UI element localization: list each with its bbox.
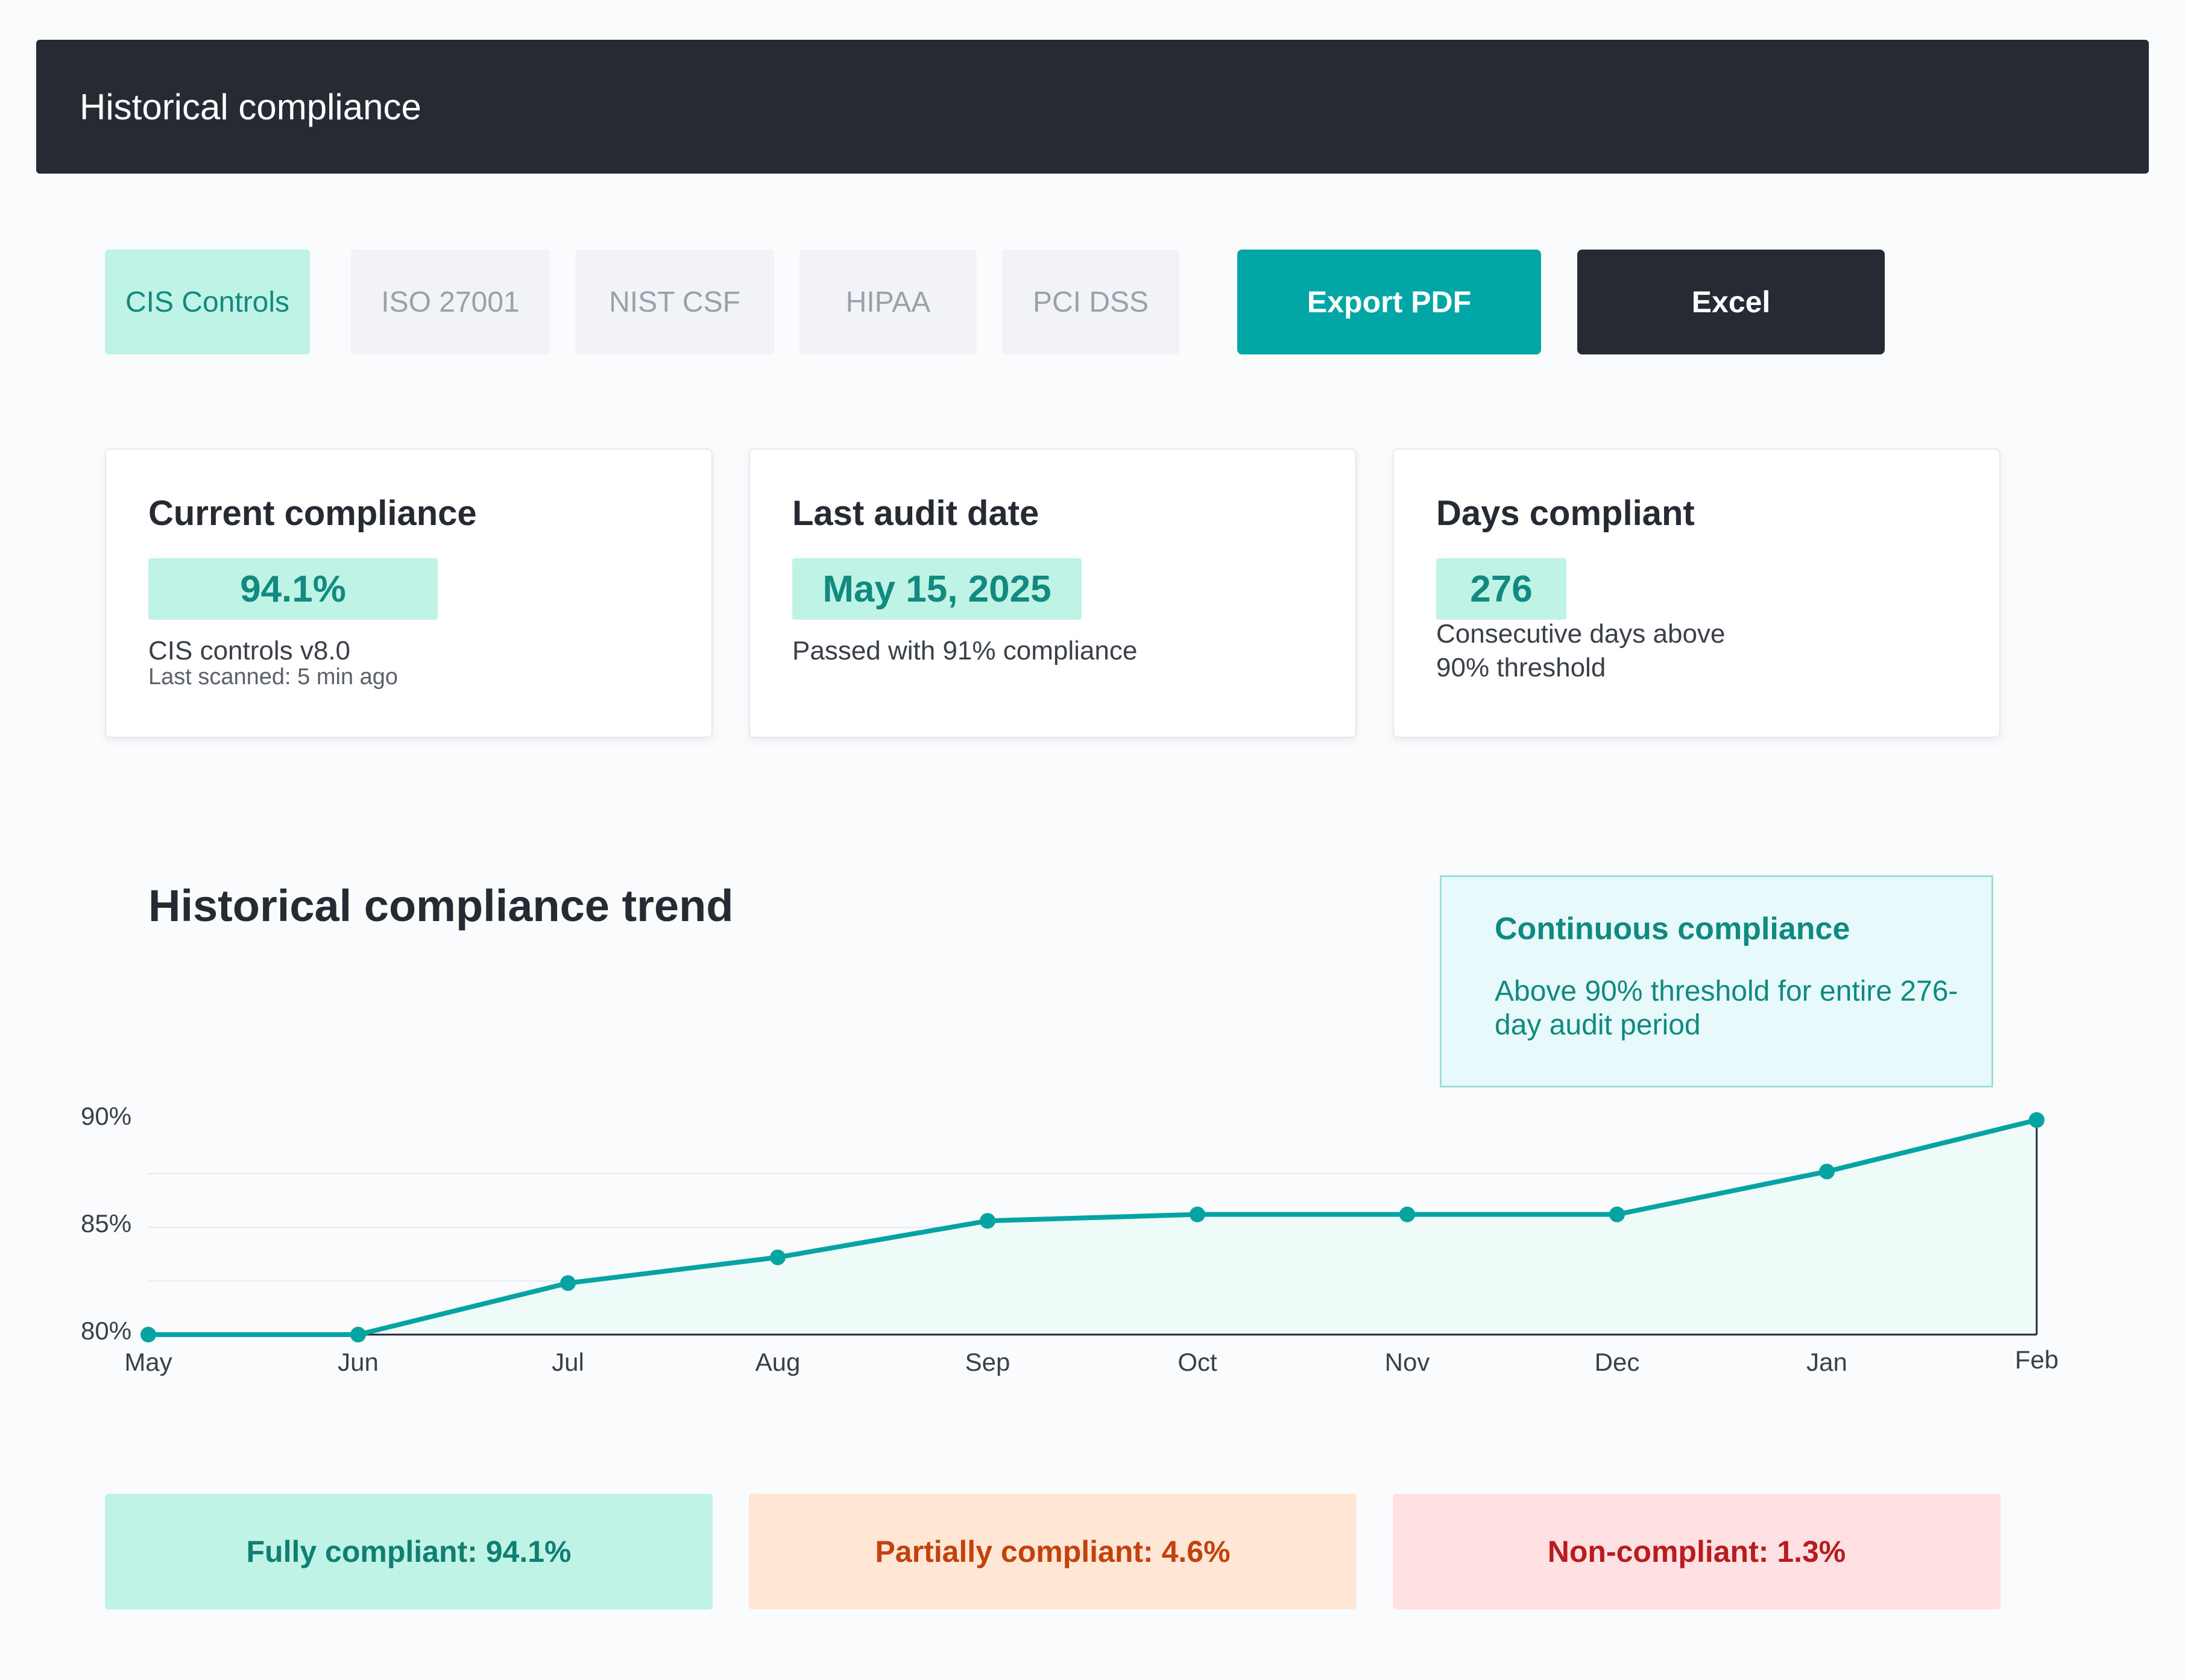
tab-iso-27001[interactable]: ISO 27001 — [351, 250, 550, 354]
chart-title: Historical compliance trend — [148, 881, 734, 931]
data-point-aug — [770, 1249, 786, 1265]
x-tick-label: Oct — [1178, 1348, 1217, 1376]
data-point-nov — [1399, 1206, 1415, 1222]
compliance-value: 94.1% — [148, 558, 438, 620]
callout-title: Continuous compliance — [1495, 911, 1850, 946]
excel-button[interactable]: Excel — [1577, 250, 1885, 354]
days-desc-line2: 90% threshold — [1436, 653, 1606, 682]
x-tick-label: Aug — [755, 1348, 801, 1376]
y-tick-label: 80% — [81, 1317, 132, 1345]
tab-cis-controls[interactable]: CIS Controls — [105, 250, 310, 354]
trend-line — [148, 1118, 2037, 1337]
days-desc-line1: Consecutive days above — [1436, 619, 1726, 649]
audit-date-value: May 15, 2025 — [792, 558, 1082, 620]
trend-area — [148, 1120, 2037, 1335]
data-point-feb — [2029, 1112, 2045, 1128]
x-tick-label: Jun — [338, 1348, 379, 1376]
callout-body: Above 90% threshold for entire 276-day a… — [1495, 975, 1958, 1041]
x-tick-label: Feb — [2014, 1345, 2059, 1374]
data-point-dec — [1609, 1206, 1625, 1222]
last-audit-card: Last audit date May 15, 2025 Passed with… — [749, 448, 1357, 738]
data-point-jun — [350, 1327, 366, 1342]
status-non-compliant: Non-compliant: 1.3% — [1393, 1494, 2001, 1609]
data-point-sep — [980, 1213, 995, 1229]
last-scanned: Last scanned: 5 min ago — [148, 664, 399, 690]
status-fully-compliant: Fully compliant: 94.1% — [105, 1494, 713, 1609]
x-tick-label: Nov — [1384, 1348, 1430, 1376]
data-point-jan — [1819, 1163, 1835, 1180]
tab-hipaa[interactable]: HIPAA — [799, 250, 977, 354]
chart-grid — [148, 1173, 2037, 1282]
card-title: Days compliant — [1436, 494, 1695, 533]
days-value: 276 — [1436, 558, 1566, 620]
x-tick-label: Jul — [552, 1348, 584, 1376]
tab-pci-dss[interactable]: PCI DSS — [1002, 250, 1179, 354]
window-title: Historical compliance — [80, 86, 421, 127]
y-tick-label: 85% — [81, 1209, 132, 1238]
status-partially-compliant: Partially compliant: 4.6% — [749, 1494, 1357, 1609]
title-bar: Historical compliance — [36, 40, 2149, 174]
current-compliance-card: Current compliance 94.1% CIS controls v8… — [105, 448, 713, 738]
y-tick-label: 90% — [81, 1102, 132, 1130]
card-title: Current compliance — [148, 494, 477, 533]
x-tick-label: Dec — [1594, 1348, 1640, 1376]
tab-nist-csf[interactable]: NIST CSF — [575, 250, 774, 354]
days-compliant-card: Days compliant 276 Consecutive days abov… — [1393, 448, 2001, 738]
x-tick-label: May — [124, 1348, 172, 1376]
card-title: Last audit date — [792, 494, 1039, 533]
data-point-jul — [560, 1275, 576, 1291]
x-tick-label: Jan — [1806, 1348, 1847, 1376]
audit-result: Passed with 91% compliance — [792, 636, 1138, 665]
controls-version: CIS controls v8.0 — [148, 636, 351, 665]
data-point-may — [140, 1327, 156, 1342]
data-point-oct — [1190, 1206, 1205, 1222]
x-tick-label: Sep — [965, 1348, 1011, 1376]
continuous-compliance-callout: Continuous compliance Above 90% threshol… — [1440, 875, 1993, 1087]
export-pdf-button[interactable]: Export PDF — [1237, 250, 1541, 354]
